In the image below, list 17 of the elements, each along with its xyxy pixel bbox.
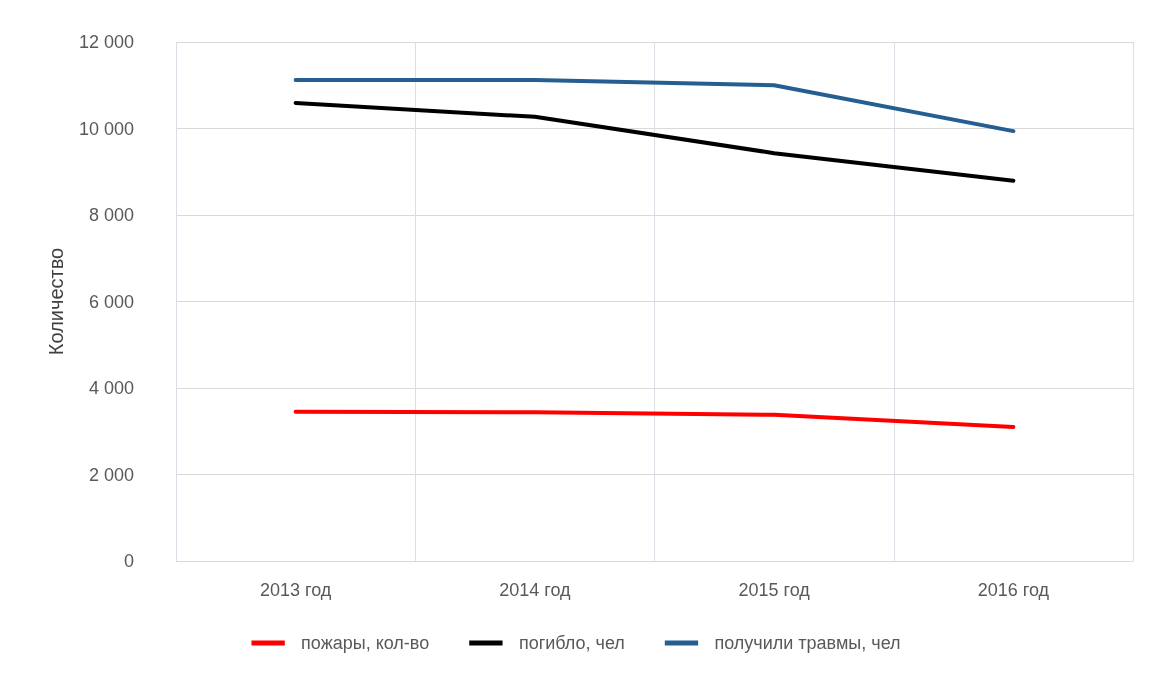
x-tick-label: 2015 год — [738, 580, 811, 600]
x-tick-label: 2014 год — [499, 580, 572, 600]
line-series — [293, 100, 1016, 183]
y-tick-label: 0 — [123, 551, 134, 571]
y-tick-label: 4 000 — [88, 378, 134, 398]
x-tick-label: 2016 год — [977, 580, 1050, 600]
legend-label: пожары, кол-во — [301, 633, 430, 653]
legend-label: получили травмы, чел — [714, 633, 901, 653]
y-tick-label: 2 000 — [88, 464, 134, 485]
line-series — [293, 409, 1016, 429]
y-tick-label: 10 000 — [78, 118, 134, 139]
y-tick-label: 12 000 — [78, 32, 134, 52]
legend-label: погибло, чел — [518, 633, 625, 653]
x-tick-label: 2013 год — [259, 580, 332, 600]
y-tick-label: 8 000 — [88, 205, 134, 225]
y-tick-label: 6 000 — [88, 291, 134, 312]
y-axis-title: Количество — [45, 247, 67, 356]
